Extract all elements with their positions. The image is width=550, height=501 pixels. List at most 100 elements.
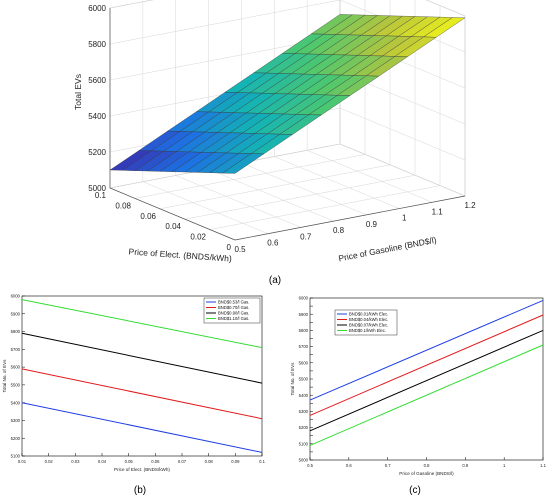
panel-c-series-line <box>309 314 544 416</box>
panel-b-x-tick-label: 0.09 <box>231 459 240 464</box>
panel-a-z-tick-label: 5200 <box>88 148 106 157</box>
panel-b-x-tick-label: 0.07 <box>178 459 187 464</box>
panel-c-legend-label: BND$0.1/kWh Elec. <box>349 328 386 333</box>
panel-a-x-tick-label: 0.5 <box>234 245 246 254</box>
panel-b-y-tick-label: 5600 <box>11 365 21 370</box>
panel-a-x-tick-label: 1 <box>402 214 407 223</box>
panel-b-y-axis-label: Total No. of EVs <box>2 359 7 393</box>
panel-a-surface-patch <box>221 153 265 174</box>
panel-c-x-tick-label: 0.5 <box>307 463 313 468</box>
panel-a-z-tick-label: 5400 <box>88 112 106 121</box>
panel-c-y-tick-label: 5500 <box>299 377 309 382</box>
panel-c-y-tick-label: 5300 <box>299 409 309 414</box>
panel-a-surface-plot: 0.5 0.6 0.7 0.8 0.9 1 1.1 1.2 0 0.02 0.04 0.06 0.08 0… <box>73 0 476 264</box>
panel-a-x-tick-label: 0.7 <box>300 232 312 241</box>
panel-a-floor-gridline <box>209 185 441 230</box>
panel-a-floor-gridline <box>175 175 301 228</box>
panel-b-x-axis-label: Price of Elect. (BNDS/kWh) <box>114 467 170 472</box>
panel-c-x-tick-label: 1.1 <box>540 463 546 468</box>
panel-a-wall-gridline <box>109 0 154 9</box>
panel-a-x-tick-label: 0.9 <box>366 220 378 229</box>
panel-b-series-line <box>21 402 263 453</box>
panel-a-label: (a) <box>269 275 281 286</box>
panel-a-y-axis-label: Price of Elect. (BNDS/kWh) <box>128 246 232 263</box>
panel-b-legend-label: BND$1.10/l Gas. <box>218 316 249 321</box>
panel-c-label: (c) <box>409 485 421 496</box>
panel-c-y-tick-label: 5100 <box>299 441 309 446</box>
panel-b-x-tick-label: 0.05 <box>125 459 134 464</box>
panel-a-floor-gridline <box>184 174 416 220</box>
panel-b-legend-label: BND$0.53/l Gas. <box>218 300 249 305</box>
panel-b-x-tick-label: 0.08 <box>205 459 214 464</box>
panel-b-series-line <box>21 368 263 420</box>
panel-c-x-tick-label: 0.9 <box>462 463 468 468</box>
panel-c-y-tick-label: 5800 <box>299 328 309 333</box>
panel-a-floor-gridline <box>307 150 433 203</box>
panel-a-x-tick-label: 1.2 <box>464 201 476 210</box>
panel-a-wall-gridline <box>339 107 466 161</box>
panel-c-x-tick-label: 1 <box>503 463 506 468</box>
panel-b-y-tick-label: 5100 <box>11 454 21 459</box>
panel-b-label: (b) <box>134 485 146 496</box>
panel-c-y-tick-label: 5900 <box>299 312 309 317</box>
panel-a-z-tick-label: 5800 <box>88 40 106 49</box>
panel-c-y-tick-label: 5200 <box>299 425 309 430</box>
panel-a-x-axis-label: Price of Gasoline (BND$/l) <box>338 235 438 264</box>
panel-a-z-tick-label: 6000 <box>88 4 106 13</box>
panel-a-x-tick-label: 0.6 <box>267 239 279 248</box>
panel-a-wall-gridline <box>339 143 466 197</box>
panel-b-x-tick-label: 0.02 <box>45 459 54 464</box>
panel-a-z-tick-label: 5000 <box>88 184 106 193</box>
panel-a-floor-gridline <box>159 164 391 210</box>
panel-c-series-line <box>309 344 544 446</box>
panel-b-y-tick-label: 5700 <box>11 347 21 352</box>
panel-c-x-tick-label: 0.6 <box>346 463 352 468</box>
panel-c-x-tick-label: 0.8 <box>424 463 430 468</box>
panel-a-wall-gridline <box>109 0 341 45</box>
panel-a-z-axis-label: Total EVs <box>73 74 83 110</box>
panel-b-y-tick-label: 5500 <box>11 382 21 387</box>
panel-a-floor-gridline <box>208 168 334 222</box>
panel-c-y-tick-label: 5700 <box>299 344 309 349</box>
panel-a-y-tick-label: 0 <box>227 243 232 252</box>
panel-b-y-tick-label: 5400 <box>11 400 21 405</box>
panel-b-series-line <box>21 299 263 349</box>
panel-b-x-tick-label: 0.06 <box>151 459 160 464</box>
panel-c-y-tick-label: 6000 <box>299 296 309 301</box>
panel-a-floor-gridline <box>274 156 400 209</box>
panel-c-line-chart: 0.5 0.6 0.7 0.8 0.9 1 1.1 5000 5100 5200 5300 5400 5… <box>290 296 547 476</box>
panel-c-y-tick-label: 5600 <box>299 360 309 365</box>
panel-a-x-tick-label: 0.8 <box>333 226 345 235</box>
panel-a-y-tick-label: 0.08 <box>115 201 131 210</box>
panel-b-line-chart: 0.01 0.02 0.03 0.04 0.05 0.06 0.07 0.08 0.09 0.1 5… <box>2 294 266 472</box>
panel-b-x-tick-label: 0.1 <box>259 459 265 464</box>
panel-b-series-line <box>21 332 263 384</box>
panel-b-y-tick-label: 5800 <box>11 329 21 334</box>
panel-a-z-tick-label: 5600 <box>88 76 106 85</box>
panel-a-wall-gridline <box>425 0 466 17</box>
panel-c-x-axis-label: Price of Gasoline (BNDS/l) <box>399 471 454 476</box>
panel-c-series-line <box>309 329 544 432</box>
panel-a-x-tick-label: 1.1 <box>432 207 444 216</box>
panel-a-floor-gridline <box>134 154 366 199</box>
panel-a-y-tick-label: 0.1 <box>95 191 107 200</box>
panel-c-legend-label: BND$0.07/kWh Elec. <box>349 323 388 328</box>
panel-c-legend-label: BND$0.01/kWh Elec. <box>349 312 388 317</box>
panel-a-floor-gridline <box>241 162 367 216</box>
panel-b-y-tick-label: 5900 <box>11 311 21 316</box>
panel-c-x-tick-label: 0.7 <box>385 463 391 468</box>
panel-c-y-tick-label: 5000 <box>299 458 309 463</box>
panel-b-x-tick-label: 0.03 <box>71 459 80 464</box>
panel-b-legend-label: BND$0.70/l Gas. <box>218 305 249 310</box>
panel-c-y-tick-label: 5400 <box>299 393 309 398</box>
panel-a-y-tick-label: 0.02 <box>190 233 206 242</box>
panel-b-y-tick-label: 5300 <box>11 418 21 423</box>
panel-c-series-line <box>309 299 544 401</box>
panel-b-x-tick-label: 0.04 <box>98 459 107 464</box>
panel-a-y-axis <box>109 187 236 241</box>
panel-b-x-tick-label: 0.01 <box>18 459 27 464</box>
panel-a-y-tick-label: 0.06 <box>140 212 156 221</box>
panel-b-y-tick-label: 5200 <box>11 436 21 441</box>
panel-a-floor-gridline <box>142 181 268 234</box>
panel-a-y-tick-label: 0.04 <box>165 222 181 231</box>
